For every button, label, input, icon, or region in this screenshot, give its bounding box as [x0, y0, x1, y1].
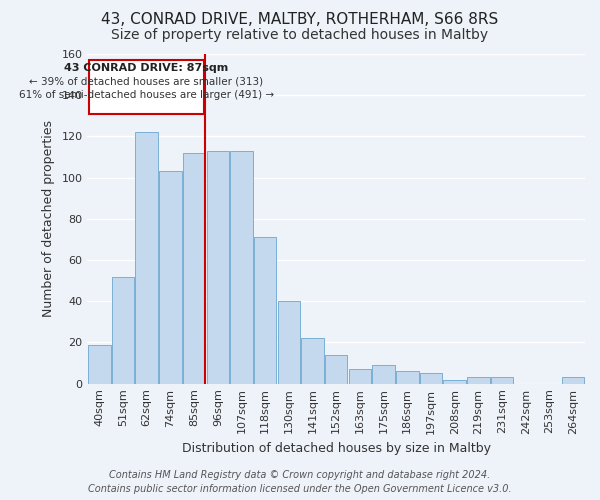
Bar: [254, 238, 277, 384]
Bar: [349, 370, 371, 384]
Bar: [396, 372, 419, 384]
Bar: [183, 153, 205, 384]
Text: Size of property relative to detached houses in Maltby: Size of property relative to detached ho…: [112, 28, 488, 42]
Bar: [159, 172, 182, 384]
Bar: [420, 374, 442, 384]
Bar: [491, 378, 514, 384]
Text: Contains HM Land Registry data © Crown copyright and database right 2024.
Contai: Contains HM Land Registry data © Crown c…: [88, 470, 512, 494]
Text: 43 CONRAD DRIVE: 87sqm: 43 CONRAD DRIVE: 87sqm: [64, 64, 229, 74]
Bar: [467, 378, 490, 384]
Text: ← 39% of detached houses are smaller (313): ← 39% of detached houses are smaller (31…: [29, 76, 263, 86]
Bar: [373, 365, 395, 384]
FancyBboxPatch shape: [89, 60, 204, 114]
Bar: [278, 302, 300, 384]
Bar: [230, 151, 253, 384]
Text: 43, CONRAD DRIVE, MALTBY, ROTHERHAM, S66 8RS: 43, CONRAD DRIVE, MALTBY, ROTHERHAM, S66…: [101, 12, 499, 28]
Bar: [206, 151, 229, 384]
Bar: [301, 338, 324, 384]
Y-axis label: Number of detached properties: Number of detached properties: [41, 120, 55, 318]
Bar: [112, 276, 134, 384]
Bar: [325, 355, 347, 384]
Bar: [88, 344, 110, 384]
X-axis label: Distribution of detached houses by size in Maltby: Distribution of detached houses by size …: [182, 442, 491, 455]
Bar: [443, 380, 466, 384]
Bar: [136, 132, 158, 384]
Text: 61% of semi-detached houses are larger (491) →: 61% of semi-detached houses are larger (…: [19, 90, 274, 100]
Bar: [562, 378, 584, 384]
